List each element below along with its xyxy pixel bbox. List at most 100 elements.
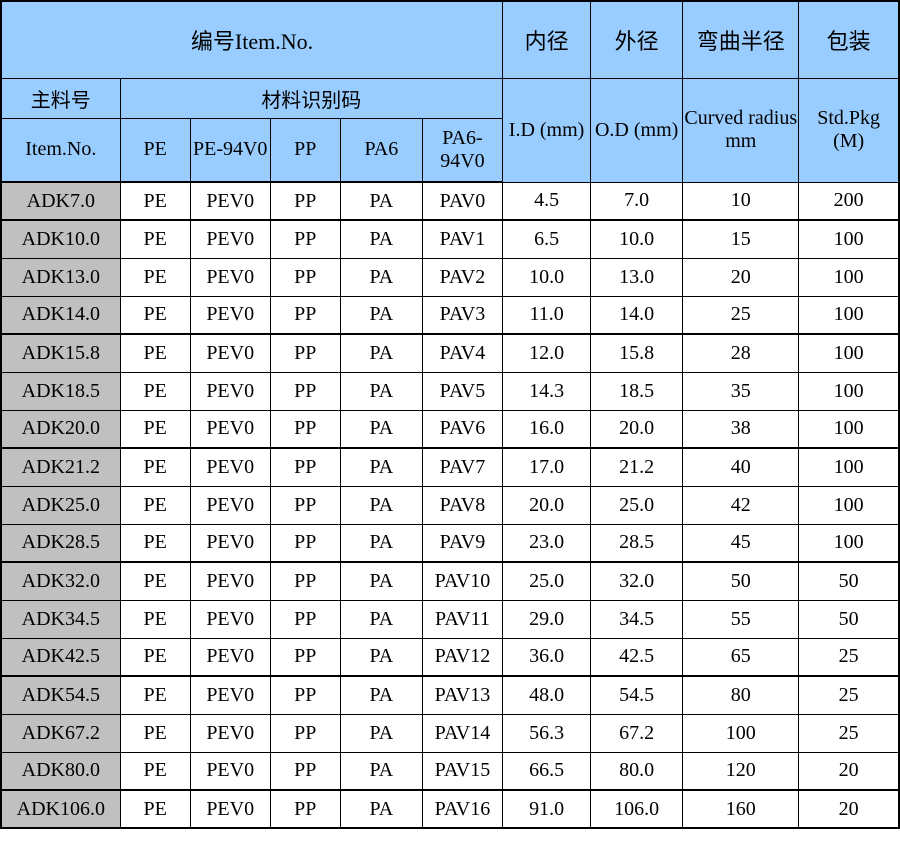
cell-item: ADK25.0 [1, 486, 120, 524]
cell-item: ADK13.0 [1, 258, 120, 296]
cell-pev0: PEV0 [190, 334, 270, 372]
table-row: ADK20.0PEPEV0PPPAPAV616.020.038100 [1, 410, 899, 448]
cell-pe: PE [120, 410, 190, 448]
cell-pa: PA [340, 448, 422, 486]
cell-pev0: PEV0 [190, 372, 270, 410]
cell-item: ADK67.2 [1, 714, 120, 752]
cell-radius: 10 [683, 182, 799, 220]
cell-pav: PAV5 [422, 372, 502, 410]
cell-pa: PA [340, 790, 422, 828]
cell-pkg: 100 [799, 258, 899, 296]
cell-pe: PE [120, 752, 190, 790]
cell-pev0: PEV0 [190, 676, 270, 714]
cell-pev0: PEV0 [190, 486, 270, 524]
hdr-main-no: 主料号 [1, 78, 120, 118]
hdr-package: 包装 [799, 1, 899, 78]
cell-pp: PP [270, 258, 340, 296]
cell-radius: 50 [683, 562, 799, 600]
cell-pe: PE [120, 524, 190, 562]
hdr-pe: PE [120, 118, 190, 182]
cell-pav: PAV4 [422, 334, 502, 372]
cell-id: 12.0 [503, 334, 591, 372]
cell-pev0: PEV0 [190, 752, 270, 790]
cell-pev0: PEV0 [190, 296, 270, 334]
hdr-pa6: PA6 [340, 118, 422, 182]
table-row: ADK25.0PEPEV0PPPAPAV820.025.042100 [1, 486, 899, 524]
cell-pkg: 100 [799, 220, 899, 258]
cell-radius: 120 [683, 752, 799, 790]
table-body: ADK7.0PEPEV0PPPAPAV04.57.010200ADK10.0PE… [1, 182, 899, 828]
cell-pe: PE [120, 220, 190, 258]
cell-pkg: 100 [799, 524, 899, 562]
cell-od: 34.5 [591, 600, 683, 638]
cell-id: 36.0 [503, 638, 591, 676]
hdr-pp: PP [270, 118, 340, 182]
cell-pkg: 100 [799, 410, 899, 448]
cell-pp: PP [270, 524, 340, 562]
cell-id: 4.5 [503, 182, 591, 220]
cell-radius: 15 [683, 220, 799, 258]
cell-pp: PP [270, 182, 340, 220]
cell-pp: PP [270, 334, 340, 372]
cell-item: ADK106.0 [1, 790, 120, 828]
cell-item: ADK20.0 [1, 410, 120, 448]
table-row: ADK106.0PEPEV0PPPAPAV1691.0106.016020 [1, 790, 899, 828]
cell-pav: PAV16 [422, 790, 502, 828]
cell-pev0: PEV0 [190, 410, 270, 448]
table-row: ADK15.8PEPEV0PPPAPAV412.015.828100 [1, 334, 899, 372]
cell-od: 21.2 [591, 448, 683, 486]
cell-pp: PP [270, 448, 340, 486]
cell-pkg: 25 [799, 638, 899, 676]
cell-pa: PA [340, 296, 422, 334]
cell-radius: 28 [683, 334, 799, 372]
cell-id: 29.0 [503, 600, 591, 638]
cell-pa: PA [340, 562, 422, 600]
cell-pa: PA [340, 714, 422, 752]
cell-pev0: PEV0 [190, 220, 270, 258]
cell-id: 20.0 [503, 486, 591, 524]
cell-od: 25.0 [591, 486, 683, 524]
cell-item: ADK15.8 [1, 334, 120, 372]
table-header: 编号Item.No. 内径 外径 弯曲半径 包装 主料号 材料识别码 I.D (… [1, 1, 899, 182]
cell-pav: PAV8 [422, 486, 502, 524]
cell-pe: PE [120, 600, 190, 638]
cell-pa: PA [340, 372, 422, 410]
cell-od: 13.0 [591, 258, 683, 296]
cell-pe: PE [120, 714, 190, 752]
cell-item: ADK54.5 [1, 676, 120, 714]
table-row: ADK28.5PEPEV0PPPAPAV923.028.545100 [1, 524, 899, 562]
hdr-material-code: 材料识别码 [120, 78, 502, 118]
cell-id: 6.5 [503, 220, 591, 258]
cell-pe: PE [120, 676, 190, 714]
cell-pav: PAV0 [422, 182, 502, 220]
cell-pkg: 50 [799, 600, 899, 638]
cell-pe: PE [120, 258, 190, 296]
spec-table: 编号Item.No. 内径 外径 弯曲半径 包装 主料号 材料识别码 I.D (… [0, 0, 900, 829]
cell-item: ADK42.5 [1, 638, 120, 676]
cell-pav: PAV9 [422, 524, 502, 562]
table-row: ADK80.0PEPEV0PPPAPAV1566.580.012020 [1, 752, 899, 790]
cell-od: 7.0 [591, 182, 683, 220]
table-row: ADK34.5PEPEV0PPPAPAV1129.034.55550 [1, 600, 899, 638]
cell-pav: PAV1 [422, 220, 502, 258]
cell-pev0: PEV0 [190, 524, 270, 562]
table-row: ADK7.0PEPEV0PPPAPAV04.57.010200 [1, 182, 899, 220]
cell-item: ADK21.2 [1, 448, 120, 486]
cell-od: 28.5 [591, 524, 683, 562]
cell-pkg: 20 [799, 790, 899, 828]
cell-pav: PAV14 [422, 714, 502, 752]
cell-pp: PP [270, 752, 340, 790]
cell-pe: PE [120, 790, 190, 828]
cell-id: 11.0 [503, 296, 591, 334]
cell-pav: PAV7 [422, 448, 502, 486]
cell-pev0: PEV0 [190, 258, 270, 296]
cell-od: 106.0 [591, 790, 683, 828]
cell-id: 10.0 [503, 258, 591, 296]
cell-id: 56.3 [503, 714, 591, 752]
cell-id: 14.3 [503, 372, 591, 410]
table-row: ADK42.5PEPEV0PPPAPAV1236.042.56525 [1, 638, 899, 676]
cell-pav: PAV3 [422, 296, 502, 334]
hdr-item-no-en: Item.No. [1, 118, 120, 182]
cell-od: 42.5 [591, 638, 683, 676]
cell-pp: PP [270, 676, 340, 714]
